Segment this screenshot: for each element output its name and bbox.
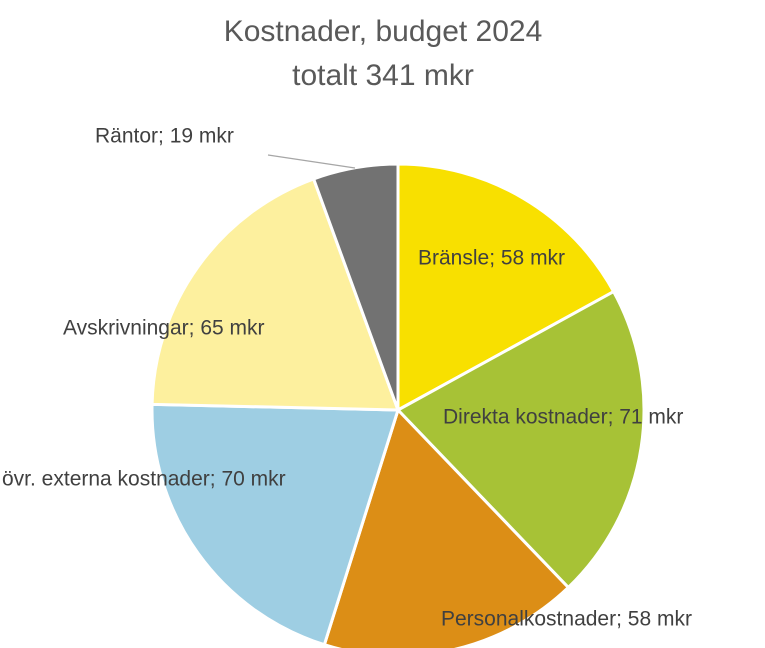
chart-title: Kostnader, budget 2024: [224, 15, 543, 48]
data-label: övr. externa kostnader; 70 mkr: [2, 468, 286, 491]
leader-line: [267, 154, 356, 169]
pie-slice: [150, 176, 401, 412]
pie-slice: [395, 289, 646, 590]
pie-slice: [322, 407, 571, 648]
pie-slice: [150, 402, 401, 647]
data-label: Direkta kostnader; 71 mkr: [443, 406, 683, 429]
pie-slice: [396, 162, 616, 413]
data-label: Bränsle; 58 mkr: [418, 247, 565, 270]
data-label: Räntor; 19 mkr: [95, 125, 234, 148]
chart-subtitle: totalt 341 mkr: [292, 59, 474, 92]
data-label: Personalkostnader; 58 mkr: [441, 608, 692, 631]
data-label: Avskrivningar; 65 mkr: [63, 317, 265, 340]
pie-slice: [311, 162, 400, 411]
